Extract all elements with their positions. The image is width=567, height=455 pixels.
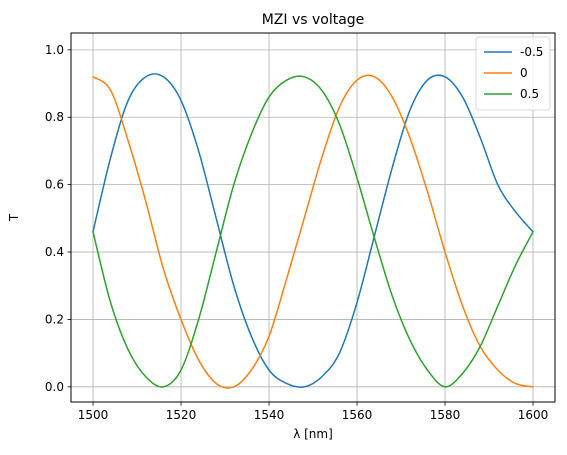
series-line-1 — [92, 74, 534, 389]
legend-label: 0.5 — [520, 87, 539, 101]
y-tick-label: 0.6 — [45, 178, 64, 192]
x-tick-label: 1580 — [430, 408, 461, 422]
legend-box — [475, 36, 551, 111]
x-tick-label: 1540 — [254, 408, 285, 422]
legend-label: -0.5 — [520, 45, 543, 59]
y-tick-label: 0.8 — [45, 110, 64, 124]
y-axis-label: T — [7, 213, 21, 222]
ticks: 1500 1520 1540 1560 1580 1600 0.0 0.2 0.4 0.6 0.8 1… — [45, 43, 548, 422]
legend: -0.5 0 0.5 — [475, 36, 551, 111]
y-tick-label: 0.4 — [45, 245, 64, 259]
plot-frame — [70, 32, 556, 403]
series-line-2 — [92, 75, 534, 388]
x-axis-label: λ [nm] — [293, 427, 333, 441]
x-tick-label: 1600 — [518, 408, 549, 422]
y-tick-label: 0.2 — [45, 312, 64, 326]
y-tick-label: 0.0 — [45, 380, 64, 394]
x-tick-label: 1520 — [166, 408, 197, 422]
x-tick-label: 1500 — [78, 408, 109, 422]
series-layer — [92, 73, 534, 389]
legend-label: 0 — [520, 66, 528, 80]
x-tick-label: 1560 — [342, 408, 373, 422]
series-line-0 — [92, 73, 534, 388]
grid — [71, 33, 555, 402]
chart-title: MZI vs voltage — [262, 12, 365, 28]
y-tick-label: 1.0 — [45, 43, 64, 57]
